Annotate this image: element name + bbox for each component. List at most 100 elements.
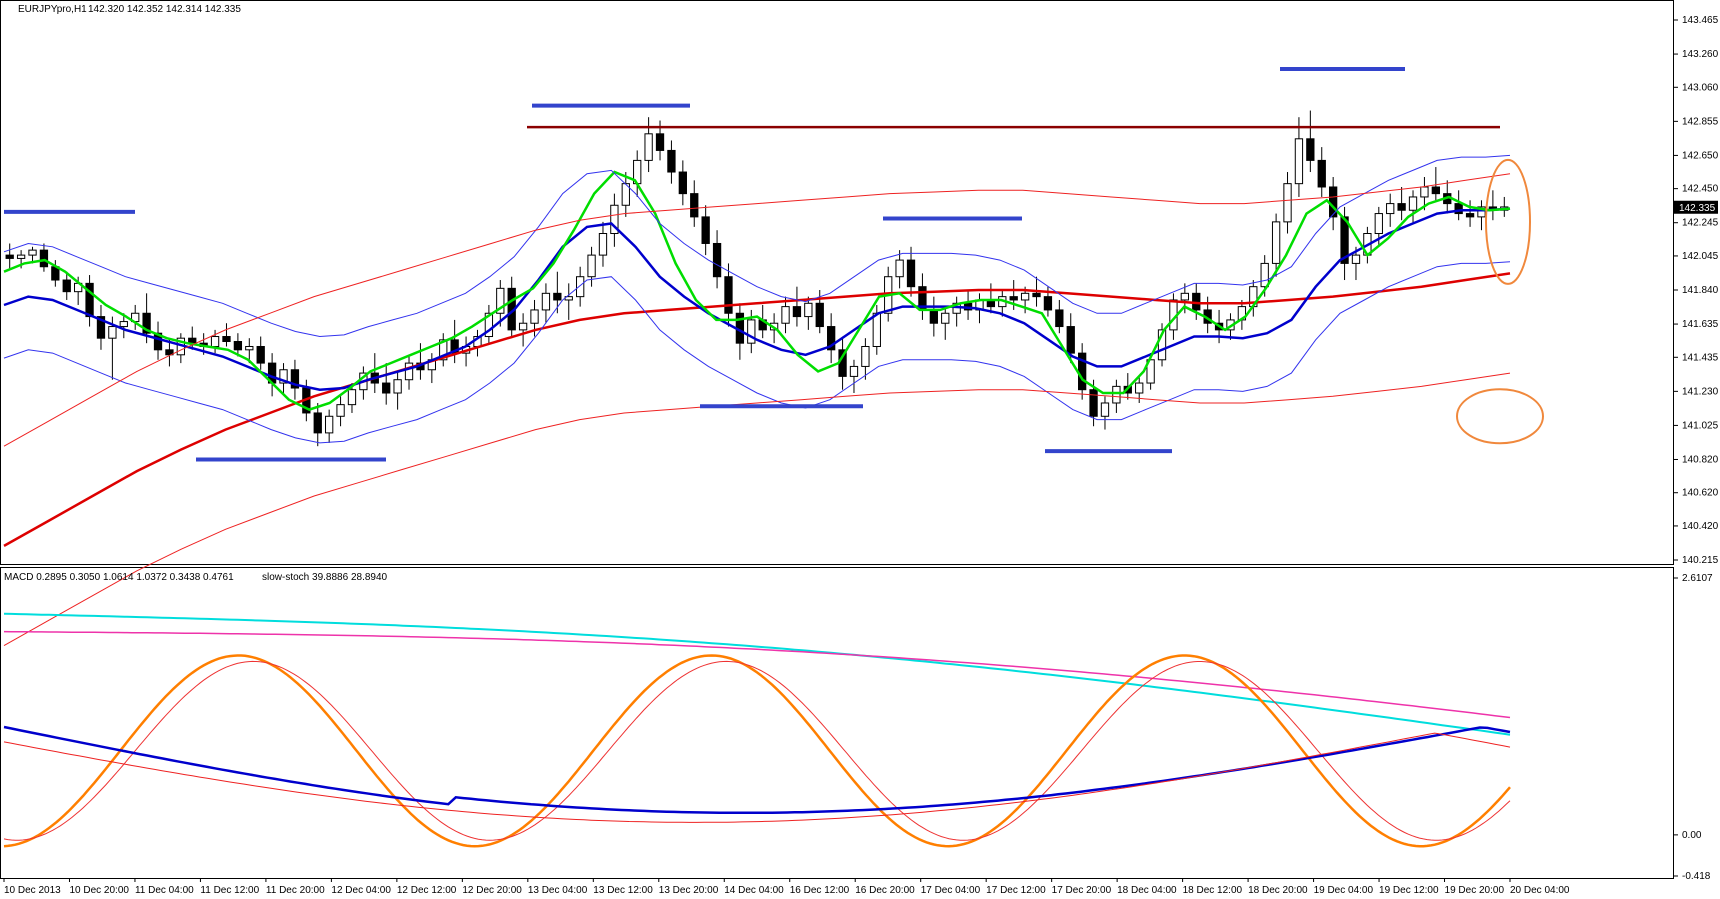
candle-body [5,254,14,259]
price-tick-label: 143.260 [1682,49,1719,60]
candle-body [233,341,243,351]
candle-body [1055,309,1064,328]
candle-body [142,312,151,334]
price-tick-label: 141.230 [1682,386,1719,397]
candle-body [1135,382,1144,394]
time-tick-label: 11 Dec 04:00 [135,885,194,896]
time-tick-label: 11 Dec 20:00 [266,885,325,896]
indicator-tick-label: 2.6107 [1682,573,1713,584]
price-panel-frame [0,0,1674,565]
candle-body [929,309,938,324]
indicator-layer [3,612,1511,848]
price-layer [3,67,1544,647]
macd-label: MACD 0.2895 0.3050 1.0614 1.0372 0.3438 … [4,572,234,583]
indicator-tick-label: 0.00 [1682,830,1702,841]
candle-body [256,345,265,364]
candle-body [644,133,653,161]
candle-body [872,312,881,347]
price-tick-label: 141.435 [1682,352,1719,363]
candle-body [1294,138,1304,185]
time-tick-label: 13 Dec 20:00 [659,885,719,896]
current-price-label: 142.335 [1679,203,1716,214]
axis-layer: 143.465 143.260 143.060 142.855 142.650 142.4… [3,15,1719,896]
price-tick-label: 142.245 [1682,218,1719,229]
candle-body [861,345,870,367]
candle-body [1009,296,1018,301]
candle-body [747,319,756,344]
candle-body [1431,186,1440,195]
candle-body [28,249,37,256]
price-tick-label: 143.465 [1682,15,1719,26]
candle-body [895,259,904,278]
price-tick-label: 140.420 [1682,521,1719,532]
candle-body [541,292,551,311]
candle-body [1477,206,1486,218]
candle-body [1329,186,1338,218]
candle-body [290,369,300,389]
price-tick-label: 140.215 [1682,555,1719,566]
candle-body [1020,292,1030,301]
candle-body [404,362,414,381]
price-tick-label: 141.635 [1682,319,1719,330]
stoch-main-line [3,654,1511,848]
candle-body [1397,203,1406,211]
candle-body [701,216,710,244]
candle-body [598,233,608,256]
price-tick-label: 143.060 [1682,82,1719,93]
candle-body [439,339,448,361]
band-red-lower [3,372,1511,647]
candle-body [245,345,254,351]
candle-body [325,415,334,434]
candle-body [610,204,619,235]
indicator-tick-label: -0.418 [1682,871,1711,882]
candle-body [85,282,94,318]
time-tick-label: 18 Dec 20:00 [1248,885,1308,896]
candle-body [347,389,357,406]
candle-body [518,322,528,331]
candle-body [1260,262,1269,288]
time-tick-label: 10 Dec 2013 [4,885,61,896]
time-tick-label: 17 Dec 20:00 [1052,885,1112,896]
candle-body [16,254,26,259]
annotation-ellipse [1456,388,1544,445]
candle-body [1089,389,1098,417]
candle-body [1340,216,1349,264]
candle-body [222,336,231,343]
candle-body [530,309,539,324]
price-tick-label: 141.025 [1682,420,1719,431]
stoch-label: slow-stoch 39.8886 28.8940 [262,572,388,583]
ema-mid-line [3,207,1511,391]
candle-body [1032,292,1041,298]
stoch-signal-line [3,660,1511,841]
candle-body [313,412,322,434]
candle-body [1386,203,1395,215]
candle-body [1420,186,1429,198]
macd-fast-line [3,612,1511,736]
time-tick-label: 13 Dec 12:00 [593,885,653,896]
candle-body [1066,326,1075,354]
candle-body [1317,159,1326,188]
candle-body [587,254,596,278]
candle-body [781,306,790,324]
candle-body [906,259,916,288]
time-tick-label: 11 Dec 12:00 [200,885,259,896]
header-symbol: EURJPYpro,H1 [18,4,87,15]
candle-body [724,276,733,314]
candle-body [690,193,699,218]
candle-body [484,312,494,338]
time-tick-label: 16 Dec 20:00 [855,885,915,896]
annotation-ellipse [1485,158,1531,285]
candle-body [849,365,859,377]
time-tick-label: 14 Dec 04:00 [724,885,784,896]
candle-body [941,312,950,324]
time-tick-label: 12 Dec 12:00 [397,885,457,896]
candle-body [1465,213,1475,218]
time-tick-label: 12 Dec 04:00 [331,885,391,896]
candle-body [576,276,585,298]
time-tick-label: 18 Dec 12:00 [1183,885,1243,896]
candle-body [1283,183,1292,223]
candle-body [655,133,665,151]
candle-body [1100,402,1110,417]
candle-body [712,242,722,278]
